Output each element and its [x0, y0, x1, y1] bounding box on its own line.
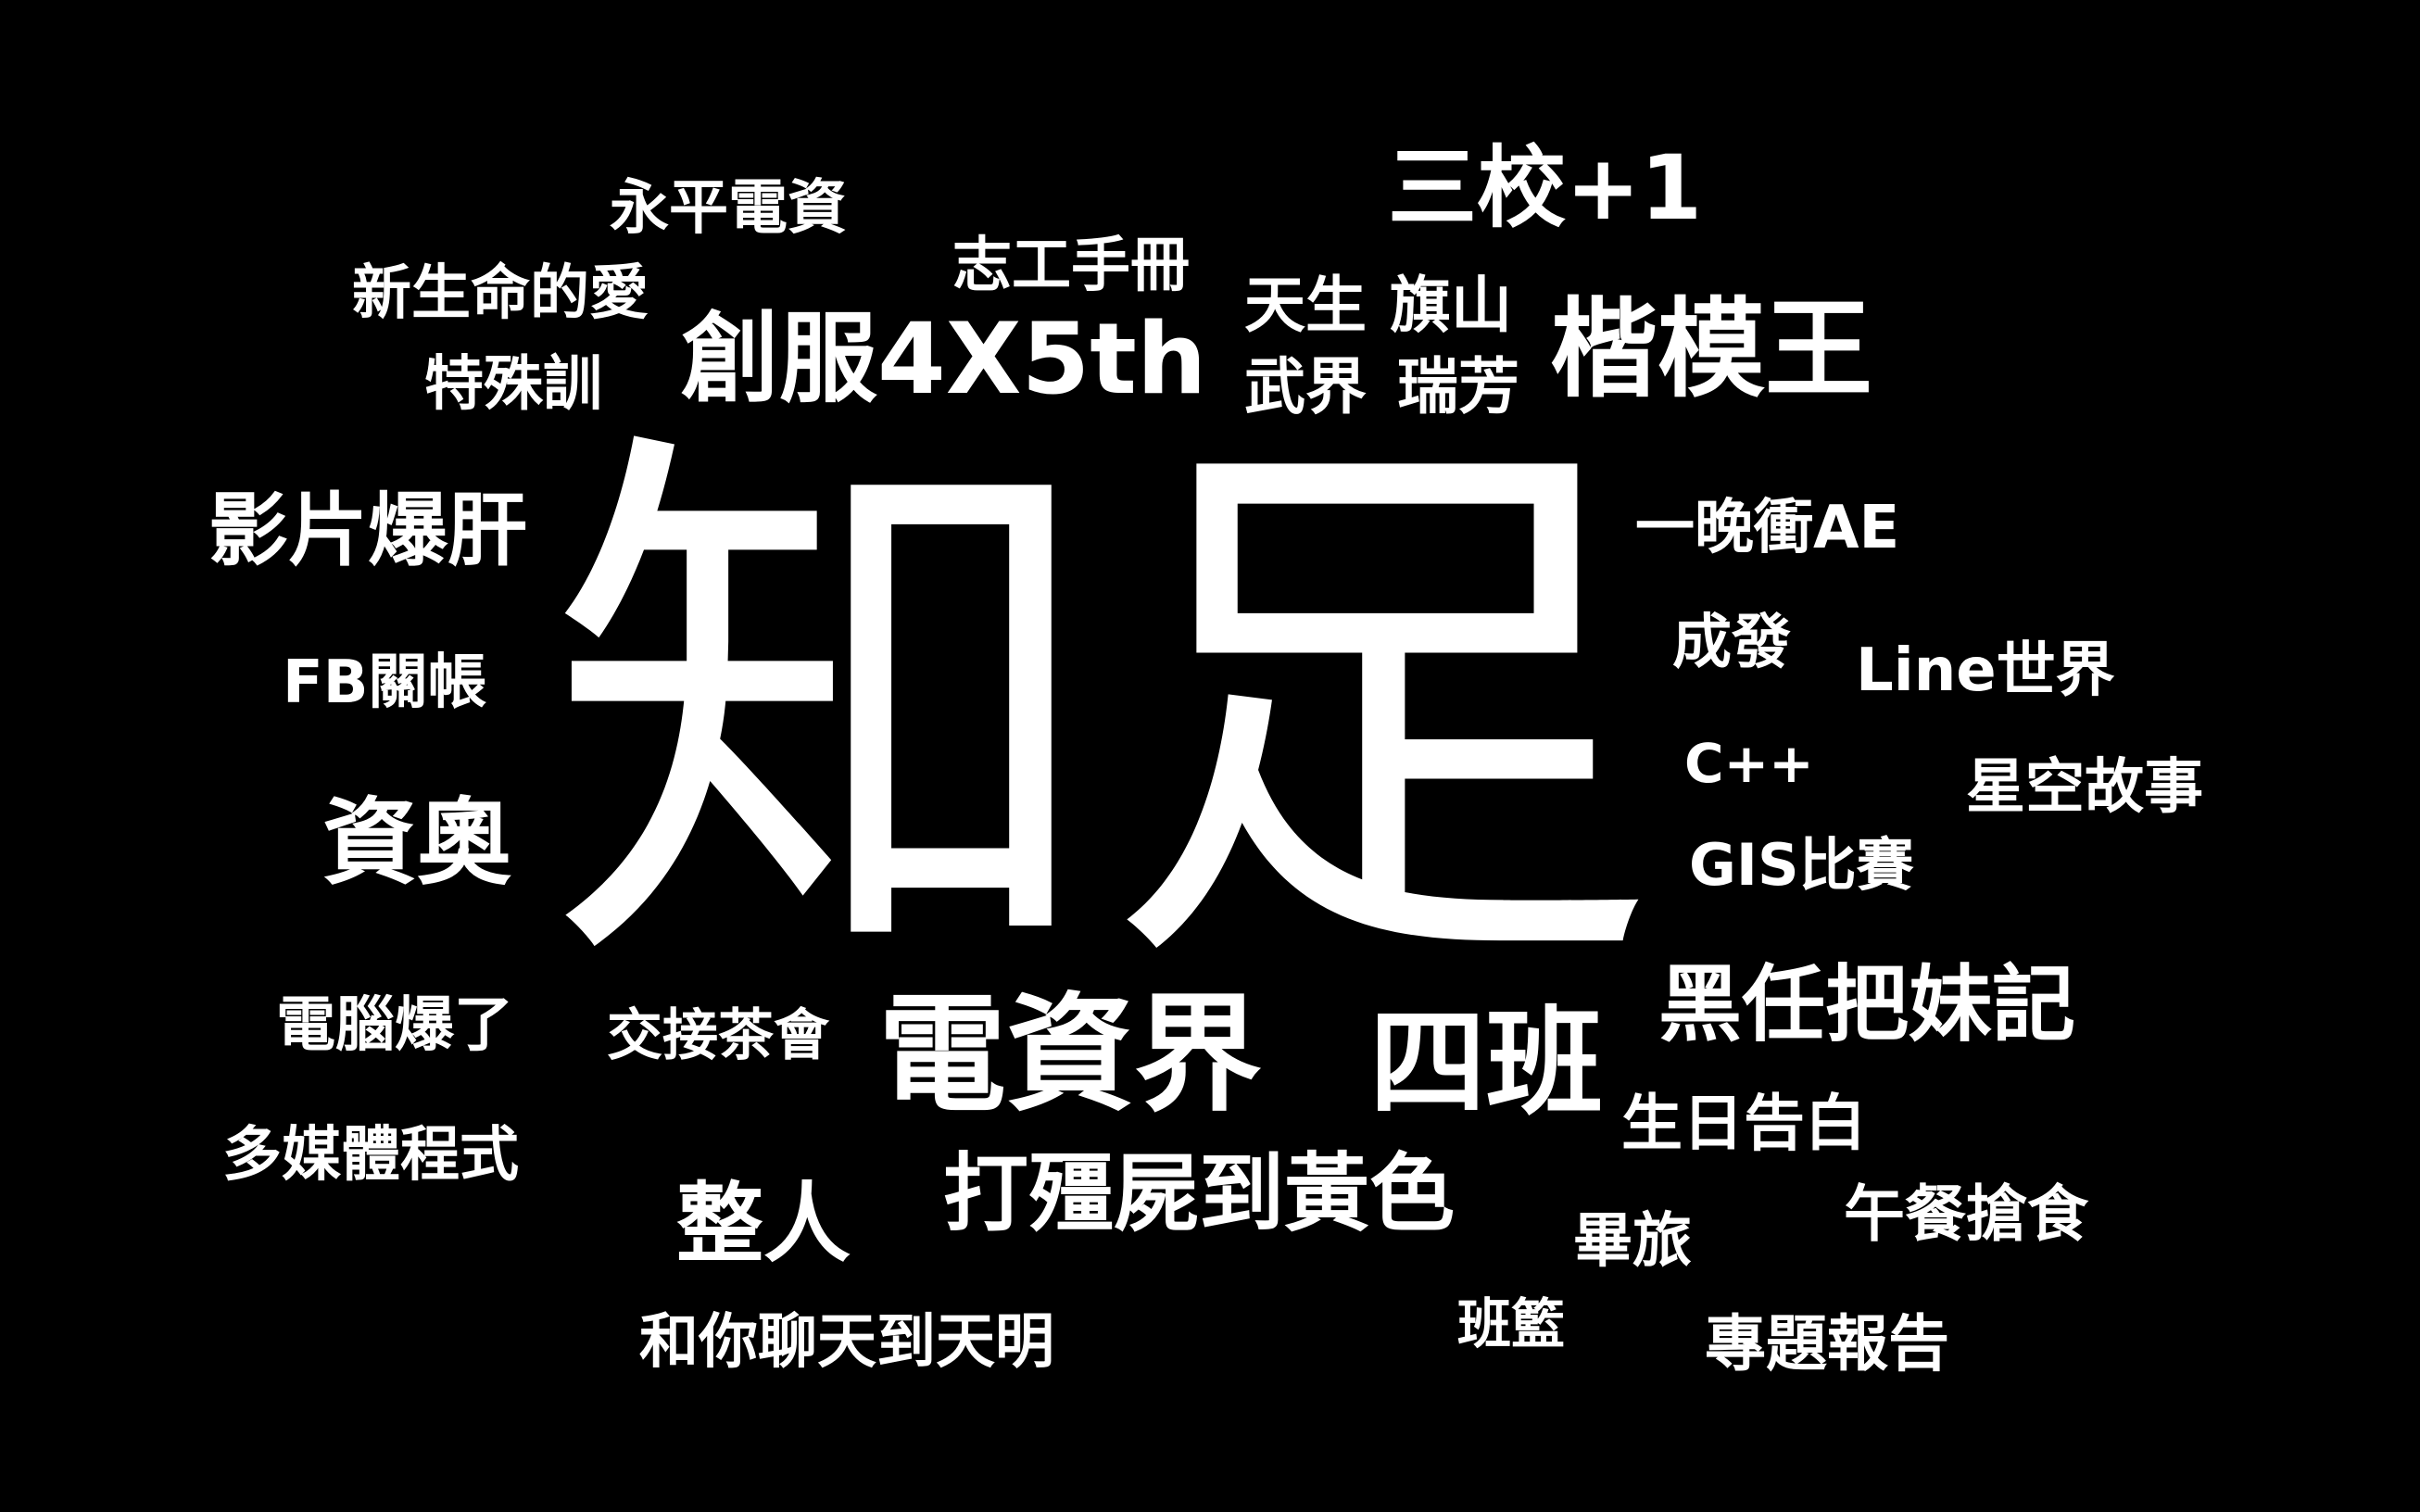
word-cloud-term: 成發	[1672, 609, 1791, 677]
word-cloud-term: 多媒體程式	[222, 1121, 519, 1190]
word-cloud-term: 影片爆肝	[208, 485, 527, 577]
word-cloud-term: 武界	[1244, 351, 1367, 422]
word-cloud-term: 新生命的愛	[352, 259, 649, 328]
word-cloud-term: C++	[1684, 732, 1814, 795]
word-cloud-term: 畢旅	[1573, 1207, 1692, 1276]
word-cloud-term: 永平電資	[610, 174, 847, 243]
word-cloud-term: 午餐搶食	[1844, 1178, 2088, 1250]
word-cloud-term: 天生	[1244, 270, 1367, 341]
word-cloud-term: 電腦爆了	[276, 991, 513, 1060]
word-cloud-term: 星空故事	[1966, 753, 2203, 822]
word-cloud-term: 楷模王	[1550, 287, 1872, 412]
word-cloud-term: 交接茶會	[607, 1003, 829, 1068]
word-cloud-term: 一晚衝AE	[1635, 494, 1900, 562]
word-cloud-term: 打殭屍到黃色	[943, 1144, 1456, 1243]
word-cloud-term: FB關帳	[283, 649, 487, 717]
word-cloud-term: 三校+1	[1388, 136, 1703, 240]
word-cloud-term: 瑞芳	[1397, 351, 1519, 422]
word-cloud-term: GIS比賽	[1689, 831, 1914, 899]
word-cloud-term: 特殊訓	[424, 350, 602, 419]
word-cloud-term: Line世界	[1856, 636, 2115, 705]
word-cloud-term: 四班	[1369, 995, 1603, 1131]
word-cloud-term: 志工手冊	[952, 232, 1190, 300]
hero-word: 知足	[547, 387, 1658, 1035]
word-cloud-term: 創服4X5th	[681, 302, 1207, 416]
word-cloud-term: 和你聊天到天明	[639, 1308, 1054, 1377]
word-cloud-term: 專題報告	[1705, 1308, 1949, 1380]
word-cloud-term: 旗山	[1390, 270, 1512, 341]
word-cloud-term: 電資界	[878, 980, 1263, 1129]
word-cloud-term: 黑任把妹記	[1658, 956, 2075, 1053]
word-cloud-term: 生日告白	[1621, 1088, 1866, 1159]
word-cloud-term: 班籃	[1457, 1292, 1566, 1355]
word-cloud-term: 整人	[676, 1174, 851, 1275]
word-cloud-term: 資奧	[322, 788, 511, 899]
